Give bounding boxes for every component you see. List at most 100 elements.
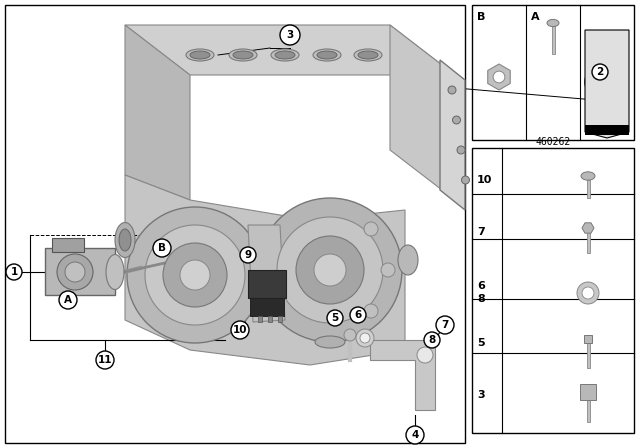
Bar	[585, 125, 629, 135]
Text: 7: 7	[477, 227, 484, 237]
Ellipse shape	[190, 51, 210, 59]
Circle shape	[145, 225, 245, 325]
Ellipse shape	[398, 245, 418, 275]
Polygon shape	[440, 60, 465, 210]
Polygon shape	[390, 25, 455, 200]
Text: 2: 2	[596, 67, 604, 77]
Ellipse shape	[106, 254, 124, 289]
Circle shape	[296, 236, 364, 304]
Circle shape	[381, 263, 395, 277]
Polygon shape	[125, 25, 455, 75]
Bar	[586, 231, 589, 253]
Text: 8: 8	[428, 335, 436, 345]
Circle shape	[231, 321, 249, 339]
Circle shape	[314, 254, 346, 286]
Circle shape	[592, 64, 608, 80]
Ellipse shape	[313, 49, 341, 61]
Text: A: A	[531, 12, 540, 22]
Text: B: B	[158, 243, 166, 253]
Circle shape	[277, 217, 383, 323]
Text: 6: 6	[355, 310, 362, 320]
Circle shape	[360, 333, 370, 343]
Ellipse shape	[186, 49, 214, 61]
Circle shape	[448, 86, 456, 94]
Bar	[584, 336, 591, 343]
Ellipse shape	[317, 51, 337, 59]
Bar	[586, 392, 589, 422]
Bar	[278, 316, 282, 322]
Circle shape	[577, 282, 599, 304]
Ellipse shape	[115, 223, 135, 258]
Polygon shape	[370, 340, 435, 410]
Ellipse shape	[233, 51, 253, 59]
Bar	[552, 26, 554, 54]
Circle shape	[582, 287, 594, 299]
Text: 10: 10	[233, 325, 247, 335]
Circle shape	[417, 347, 433, 363]
Polygon shape	[45, 248, 115, 295]
Bar	[52, 238, 84, 252]
Polygon shape	[582, 223, 594, 233]
Text: 9: 9	[244, 250, 252, 260]
Circle shape	[57, 254, 93, 290]
Circle shape	[457, 146, 465, 154]
Text: 3: 3	[477, 390, 484, 400]
Ellipse shape	[275, 51, 295, 59]
Text: 10: 10	[477, 175, 492, 185]
Circle shape	[364, 222, 378, 236]
Polygon shape	[125, 175, 405, 365]
Circle shape	[59, 291, 77, 309]
Polygon shape	[488, 64, 510, 90]
Bar	[472, 148, 634, 433]
Text: B: B	[477, 12, 485, 22]
Ellipse shape	[229, 49, 257, 61]
Circle shape	[424, 332, 440, 348]
Circle shape	[153, 239, 171, 257]
Polygon shape	[585, 30, 629, 138]
Ellipse shape	[358, 51, 378, 59]
Circle shape	[493, 71, 505, 83]
Bar	[472, 5, 634, 140]
Bar	[268, 316, 272, 322]
Circle shape	[356, 329, 374, 347]
Circle shape	[327, 310, 343, 326]
Bar	[248, 270, 286, 298]
Circle shape	[350, 307, 366, 323]
Text: 5: 5	[332, 313, 339, 323]
Text: 460262: 460262	[536, 137, 571, 147]
Bar	[586, 342, 589, 368]
Bar	[586, 180, 589, 198]
Text: 3: 3	[286, 30, 294, 40]
Circle shape	[258, 198, 402, 342]
Text: 4: 4	[412, 430, 419, 440]
Circle shape	[406, 426, 424, 444]
Circle shape	[6, 264, 22, 280]
Ellipse shape	[119, 229, 131, 251]
Text: 1: 1	[10, 267, 18, 277]
Circle shape	[180, 260, 210, 290]
Ellipse shape	[581, 172, 595, 180]
Circle shape	[436, 316, 454, 334]
Text: 7: 7	[442, 320, 449, 330]
Circle shape	[364, 304, 378, 318]
Polygon shape	[125, 25, 190, 200]
Text: 11: 11	[98, 355, 112, 365]
Bar	[258, 316, 262, 322]
Text: A: A	[64, 295, 72, 305]
Bar	[250, 298, 284, 316]
Ellipse shape	[315, 336, 345, 348]
Circle shape	[240, 247, 256, 263]
Circle shape	[280, 25, 300, 45]
Polygon shape	[248, 225, 285, 322]
Ellipse shape	[547, 19, 559, 26]
Text: 5: 5	[477, 338, 484, 348]
Bar	[5, 5, 465, 443]
Circle shape	[163, 243, 227, 307]
Circle shape	[127, 207, 263, 343]
Circle shape	[96, 351, 114, 369]
Ellipse shape	[271, 49, 299, 61]
Circle shape	[344, 329, 356, 341]
Text: 6: 6	[477, 281, 485, 291]
Bar	[580, 384, 596, 400]
Circle shape	[65, 262, 85, 282]
